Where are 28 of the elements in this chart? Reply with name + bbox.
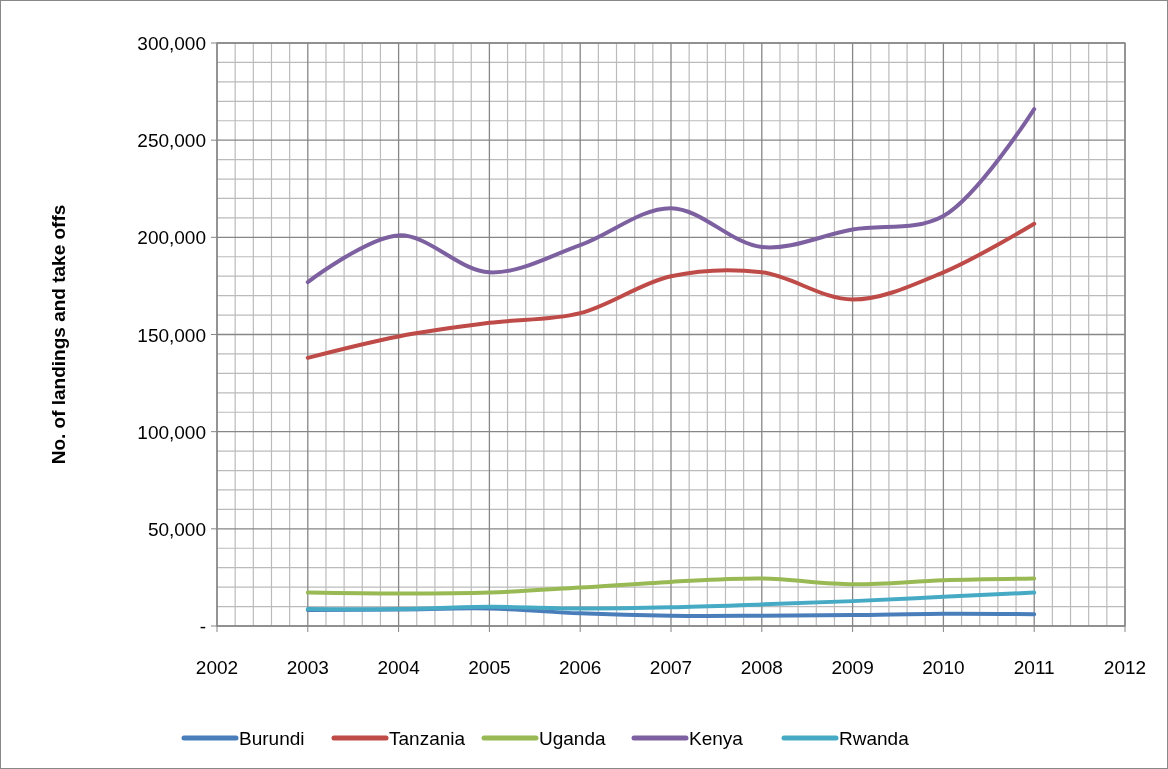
legend-label: Kenya: [689, 728, 744, 749]
y-tick-label: 100,000: [137, 421, 206, 443]
y-tick-label: 250,000: [137, 130, 206, 152]
legend-label: Rwanda: [839, 728, 910, 749]
x-tick-label: 2002: [195, 657, 239, 678]
x-tick-label: 2005: [468, 657, 511, 678]
line-series: [305, 576, 1037, 596]
line-series: [305, 221, 1037, 360]
y-axis-title: No. of landings and take offs: [48, 204, 69, 465]
x-tick-label: 2006: [559, 657, 602, 678]
y-tick-label: 300,000: [137, 33, 206, 54]
y-tick-label: -: [199, 616, 206, 637]
line-series: [305, 107, 1037, 285]
x-tick-label: 2003: [286, 657, 329, 678]
x-tick-label: 2012: [1103, 657, 1147, 678]
y-tick-label: 200,000: [137, 227, 206, 249]
x-tick-label: 2008: [740, 657, 783, 678]
x-tick-label: 2009: [831, 657, 874, 678]
y-tick-label: 150,000: [137, 324, 206, 346]
x-tick-label: 2004: [377, 657, 421, 678]
x-tick-label: 2007: [649, 657, 693, 678]
legend-label: Tanzania: [389, 728, 466, 749]
line-series: [305, 590, 1037, 612]
x-tick-label: 2010: [922, 657, 965, 678]
x-tick-label: 2011: [1013, 657, 1055, 678]
legend-label: Burundi: [239, 728, 305, 749]
y-tick-label: 50,000: [147, 518, 206, 540]
legend-label: Uganda: [539, 728, 606, 749]
